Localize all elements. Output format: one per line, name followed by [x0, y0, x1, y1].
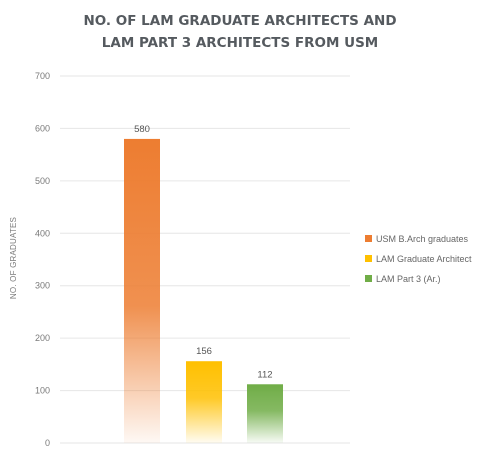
- y-axis-label: NO. OF GRADUATES: [9, 217, 18, 299]
- data-label-2: 156: [196, 346, 212, 357]
- legend-swatch-2: [365, 255, 372, 262]
- chart-title-line-1: NO. OF LAM GRADUATE ARCHITECTS AND: [83, 13, 396, 29]
- y-tick-label-700: 700: [35, 71, 50, 81]
- legend-label-1: USM B.Arch graduates: [376, 234, 469, 244]
- y-tick-label-200: 200: [35, 333, 50, 343]
- legend-swatch-3: [365, 275, 372, 282]
- legend-label-2: LAM Graduate Architect: [376, 254, 472, 264]
- bar-3: [247, 384, 283, 443]
- data-label-3: 112: [257, 369, 272, 380]
- y-tick-label-600: 600: [35, 123, 50, 133]
- y-tick-label-500: 500: [35, 176, 50, 186]
- y-tick-label-300: 300: [35, 281, 50, 291]
- data-label-1: 580: [134, 124, 150, 135]
- bar-2: [186, 361, 222, 443]
- y-tick-label-400: 400: [35, 228, 50, 238]
- chart-title-line-2: LAM PART 3 ARCHITECTS FROM USM: [102, 35, 378, 51]
- bar-1: [124, 138, 160, 443]
- legend-swatch-1: [365, 235, 372, 242]
- y-tick-label-0: 0: [45, 438, 50, 448]
- y-tick-label-100: 100: [35, 386, 50, 396]
- legend-label-3: LAM Part 3 (Ar.): [376, 274, 441, 284]
